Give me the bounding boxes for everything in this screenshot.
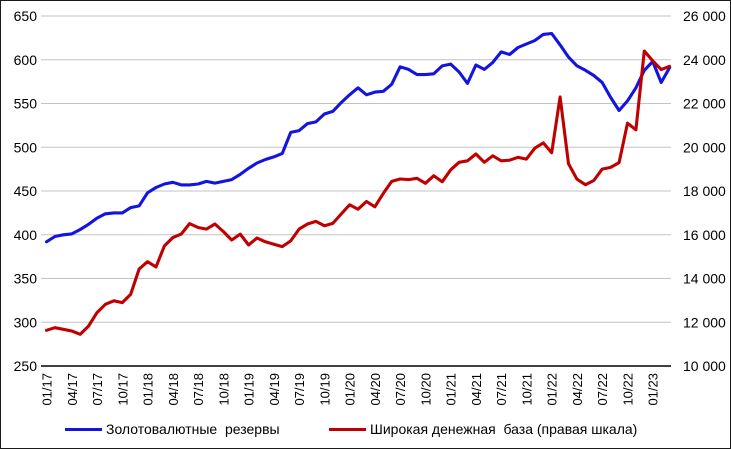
x-axis-tick-label: 07/19 xyxy=(292,373,307,406)
y-axis-left-tick-label: 500 xyxy=(14,139,38,155)
y-axis-left-tick-label: 450 xyxy=(14,183,38,199)
y-axis-left-tick-label: 250 xyxy=(14,358,38,374)
legend-label-broad-money-base: Широкая денежная база (правая шкала) xyxy=(370,421,638,437)
y-axis-right-tick-label: 26 000 xyxy=(683,8,726,24)
x-axis-tick-label: 07/20 xyxy=(393,373,408,406)
y-axis-left-tick-label: 300 xyxy=(14,314,38,330)
y-axis-left-tick-label: 400 xyxy=(14,227,38,243)
legend-item-gold-reserves[interactable]: Золотовалютные резервы xyxy=(65,417,280,441)
y-axis-right-tick-label: 14 000 xyxy=(683,271,726,287)
x-axis-tick-label: 10/21 xyxy=(519,373,534,406)
y-axis-right-tick-label: 10 000 xyxy=(683,358,726,374)
y-axis-right-tick-label: 24 000 xyxy=(683,52,726,68)
y-axis-left-tick-label: 550 xyxy=(14,96,38,112)
x-axis-tick-label: 04/17 xyxy=(65,373,80,406)
legend-item-broad-money-base[interactable]: Широкая денежная база (правая шкала) xyxy=(329,417,637,441)
x-axis-tick-label: 01/22 xyxy=(545,373,560,406)
x-axis-tick-label: 01/17 xyxy=(40,373,55,406)
x-axis-tick-label: 01/18 xyxy=(141,373,156,406)
x-axis-tick-label: 07/17 xyxy=(90,373,105,406)
x-axis-tick-label: 01/21 xyxy=(444,373,459,406)
legend-label-gold-reserves: Золотовалютные резервы xyxy=(106,421,280,437)
x-axis-tick-label: 07/18 xyxy=(191,373,206,406)
legend-line-sample-red xyxy=(329,427,366,431)
x-axis-tick-label: 01/23 xyxy=(646,373,661,406)
series-line-broad-money-base xyxy=(44,49,672,336)
x-axis-tick-label: 04/21 xyxy=(469,373,484,406)
chart-legend: Золотовалютные резервы Широкая денежная … xyxy=(1,417,730,443)
x-axis-tick-label: 10/22 xyxy=(620,373,635,406)
x-axis-tick-label: 01/20 xyxy=(343,373,358,406)
x-axis-tick-label: 10/18 xyxy=(216,373,231,406)
y-axis-left-tick-label: 600 xyxy=(14,52,38,68)
x-axis-tick-label: 07/21 xyxy=(494,373,509,406)
y-axis-right-tick-label: 20 000 xyxy=(683,139,726,155)
x-axis-tick-label: 07/22 xyxy=(595,373,610,406)
x-axis-tick-label: 10/17 xyxy=(115,373,130,406)
x-axis-tick-label: 04/20 xyxy=(368,373,383,406)
y-axis-left-tick-label: 350 xyxy=(14,271,38,287)
x-axis-tick-label: 04/19 xyxy=(267,373,282,406)
y-axis-left-tick-label: 650 xyxy=(14,8,38,24)
x-axis-tick-label: 04/22 xyxy=(570,373,585,406)
legend-line-sample-blue xyxy=(65,427,102,431)
y-axis-right-tick-label: 18 000 xyxy=(683,183,726,199)
x-axis-tick-label: 10/19 xyxy=(317,373,332,406)
x-axis-tick-label: 01/19 xyxy=(242,373,257,406)
y-axis-right-tick-label: 12 000 xyxy=(683,314,726,330)
series-line-gold-reserves xyxy=(44,31,672,244)
x-axis-tick-label: 04/18 xyxy=(166,373,181,406)
y-axis-right-tick-label: 16 000 xyxy=(683,227,726,243)
x-axis-tick-label: 10/20 xyxy=(418,373,433,406)
y-axis-right-tick-label: 22 000 xyxy=(683,96,726,112)
